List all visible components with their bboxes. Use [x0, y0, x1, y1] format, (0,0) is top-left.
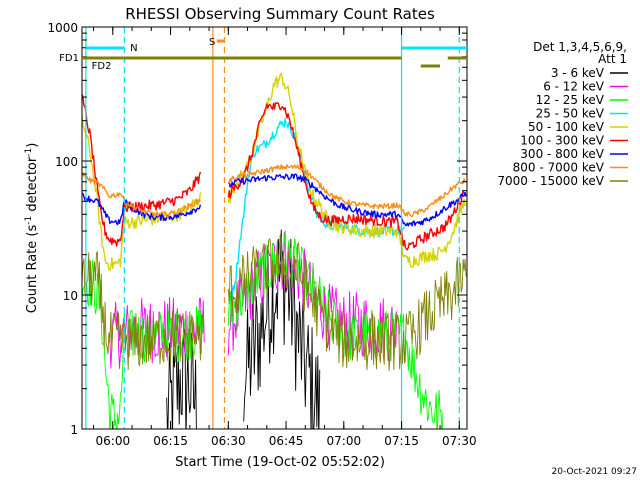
- plot-area: [82, 27, 467, 429]
- y-tick-label-3: 1000: [47, 21, 78, 35]
- x-tick-label-6: 07:30: [442, 434, 477, 448]
- legend-label-5: 100 - 300 keV: [520, 134, 604, 148]
- legend-label-6: 300 - 800 keV: [520, 147, 604, 161]
- chart-title: RHESSI Observing Summary Count Rates: [125, 5, 435, 23]
- series-line-4: [82, 72, 467, 272]
- x-tick-label-5: 07:15: [384, 434, 419, 448]
- y-tick-label-1: 10: [63, 289, 78, 303]
- y-axis-label-end: ): [25, 143, 40, 148]
- x-tick-label-0: 06:00: [96, 434, 131, 448]
- x-tick-label-2: 06:30: [211, 434, 246, 448]
- saa-label: S: [209, 37, 215, 48]
- y-tick-label-0: 1: [70, 423, 78, 437]
- y-axis-label: Count Rate (s-1 detector-1): [24, 143, 40, 314]
- legend-label-2: 12 - 25 keV: [536, 93, 605, 107]
- x-tick-label-3: 06:45: [269, 434, 304, 448]
- x-tick-label-1: 06:15: [153, 434, 188, 448]
- y-axis-label-sup: -1: [24, 216, 34, 225]
- legend-label-7: 800 - 7000 keV: [513, 161, 605, 175]
- x-axis-label: Start Time (19-Oct-02 05:52:02): [175, 455, 385, 470]
- night-label: N: [130, 43, 137, 54]
- legend-label-3: 25 - 50 keV: [536, 107, 605, 121]
- series-line-7: [82, 164, 467, 218]
- x-tick-label-4: 07:00: [327, 434, 362, 448]
- y-axis-label-main: Count Rate (s: [25, 225, 40, 314]
- annotations: N S FD1 FD2: [59, 37, 467, 72]
- legend-header-1: Det 1,3,4,5,6,9,: [533, 40, 627, 54]
- plot-frame: [81, 26, 468, 430]
- y-axis-label-sup2: -1: [24, 148, 34, 157]
- timestamp: 20-Oct-2021 09:27: [552, 467, 637, 477]
- legend-label-4: 50 - 100 keV: [528, 120, 605, 134]
- x-axis: 06:00 06:15 06:30 06:45 07:00 07:15 07:30: [93, 27, 477, 448]
- y-tick-label-2: 100: [55, 155, 78, 169]
- y-axis-label-mid: detector: [25, 156, 40, 216]
- fd2-label: FD2: [92, 61, 112, 72]
- legend-label-8: 7000 - 15000 keV: [497, 174, 604, 188]
- legend-label-1: 6 - 12 keV: [543, 80, 605, 94]
- series-line-5: [82, 94, 467, 251]
- series-line-8: [82, 234, 467, 372]
- legend-header-2: Att 1: [598, 52, 627, 66]
- fd1-label: FD1: [59, 53, 79, 64]
- legend-label-0: 3 - 6 keV: [551, 66, 605, 80]
